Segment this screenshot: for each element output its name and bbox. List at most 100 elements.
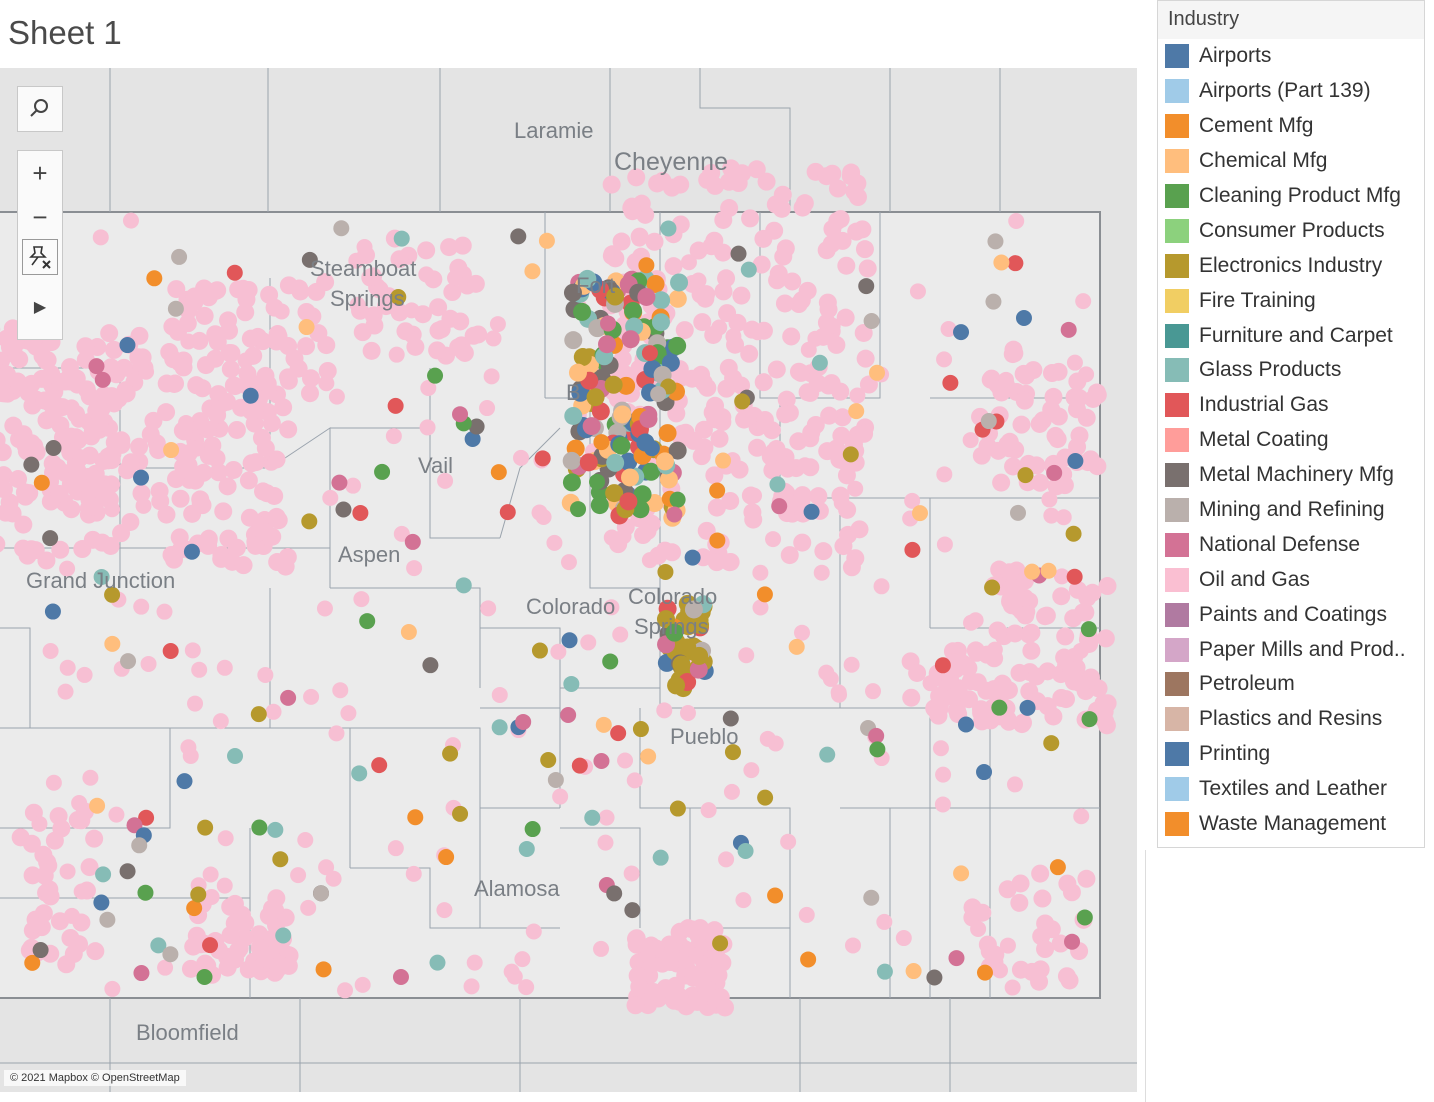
facility-mark[interactable] bbox=[1081, 711, 1098, 728]
facility-mark[interactable] bbox=[615, 528, 632, 545]
facility-mark[interactable] bbox=[420, 380, 437, 397]
facility-mark[interactable] bbox=[824, 317, 841, 334]
facility-mark[interactable] bbox=[706, 396, 725, 415]
facility-mark[interactable] bbox=[1098, 577, 1117, 596]
facility-mark[interactable] bbox=[641, 552, 658, 569]
facility-mark[interactable] bbox=[240, 508, 259, 527]
facility-mark[interactable] bbox=[963, 614, 980, 631]
facility-mark[interactable] bbox=[392, 968, 409, 985]
facility-mark[interactable] bbox=[639, 409, 658, 428]
facility-mark[interactable] bbox=[156, 603, 173, 620]
facility-mark[interactable] bbox=[417, 241, 436, 260]
facility-mark[interactable] bbox=[836, 308, 855, 327]
facility-mark[interactable] bbox=[0, 480, 13, 499]
facility-mark[interactable] bbox=[709, 532, 726, 549]
legend-item[interactable]: Printing bbox=[1158, 737, 1424, 772]
facility-mark[interactable] bbox=[953, 324, 970, 341]
facility-mark[interactable] bbox=[325, 870, 342, 887]
facility-mark[interactable] bbox=[909, 283, 926, 300]
facility-mark[interactable] bbox=[525, 923, 542, 940]
facility-mark[interactable] bbox=[942, 374, 959, 391]
facility-mark[interactable] bbox=[57, 955, 76, 974]
facility-mark[interactable] bbox=[157, 505, 176, 524]
facility-mark[interactable] bbox=[658, 424, 677, 443]
facility-mark[interactable] bbox=[104, 501, 121, 518]
facility-mark[interactable] bbox=[833, 408, 852, 427]
facility-mark[interactable] bbox=[73, 540, 92, 559]
facility-mark[interactable] bbox=[684, 431, 703, 450]
facility-mark[interactable] bbox=[789, 432, 808, 451]
facility-mark[interactable] bbox=[711, 319, 728, 336]
facility-mark[interactable] bbox=[1066, 568, 1083, 585]
facility-mark[interactable] bbox=[622, 197, 641, 216]
facility-mark[interactable] bbox=[483, 368, 500, 385]
facility-mark[interactable] bbox=[257, 666, 274, 683]
facility-mark[interactable] bbox=[18, 546, 37, 565]
facility-mark[interactable] bbox=[720, 553, 739, 572]
facility-mark[interactable] bbox=[73, 883, 90, 900]
facility-mark[interactable] bbox=[1062, 661, 1081, 680]
facility-mark[interactable] bbox=[842, 446, 859, 463]
facility-mark[interactable] bbox=[266, 901, 285, 920]
facility-mark[interactable] bbox=[710, 429, 729, 448]
facility-mark[interactable] bbox=[1064, 609, 1083, 628]
facility-mark[interactable] bbox=[563, 283, 582, 302]
facility-mark[interactable] bbox=[280, 689, 297, 706]
facility-mark[interactable] bbox=[720, 199, 739, 218]
facility-mark[interactable] bbox=[217, 830, 234, 847]
facility-mark[interactable] bbox=[221, 360, 240, 379]
facility-mark[interactable] bbox=[638, 257, 655, 274]
facility-mark[interactable] bbox=[768, 271, 787, 290]
facility-mark[interactable] bbox=[365, 316, 384, 335]
facility-mark[interactable] bbox=[849, 387, 866, 404]
facility-mark[interactable] bbox=[387, 840, 404, 857]
facility-mark[interactable] bbox=[31, 815, 48, 832]
facility-mark[interactable] bbox=[318, 375, 335, 392]
facility-mark[interactable] bbox=[743, 503, 762, 522]
facility-mark[interactable] bbox=[656, 702, 673, 719]
facility-mark[interactable] bbox=[235, 928, 254, 947]
facility-mark[interactable] bbox=[385, 428, 402, 445]
facility-mark[interactable] bbox=[191, 412, 210, 431]
facility-mark[interactable] bbox=[466, 275, 483, 292]
facility-mark[interactable] bbox=[49, 485, 68, 504]
facility-mark[interactable] bbox=[598, 809, 615, 826]
facility-mark[interactable] bbox=[227, 747, 244, 764]
facility-mark[interactable] bbox=[80, 858, 99, 877]
facility-mark[interactable] bbox=[741, 209, 760, 228]
facility-mark[interactable] bbox=[390, 250, 409, 269]
facility-mark[interactable] bbox=[724, 744, 741, 761]
legend-item[interactable]: Fire Training bbox=[1158, 283, 1424, 318]
facility-mark[interactable] bbox=[980, 413, 997, 430]
facility-mark[interactable] bbox=[675, 321, 694, 340]
facility-mark[interactable] bbox=[580, 634, 597, 651]
facility-mark[interactable] bbox=[371, 757, 388, 774]
zoom-in-icon[interactable]: + bbox=[32, 157, 48, 188]
facility-mark[interactable] bbox=[642, 462, 661, 481]
facility-mark[interactable] bbox=[89, 797, 106, 814]
facility-mark[interactable] bbox=[534, 450, 551, 467]
facility-mark[interactable] bbox=[624, 902, 641, 919]
facility-mark[interactable] bbox=[773, 185, 792, 204]
facility-mark[interactable] bbox=[550, 643, 567, 660]
facility-mark[interactable] bbox=[441, 309, 460, 328]
facility-mark[interactable] bbox=[41, 887, 60, 906]
facility-mark[interactable] bbox=[719, 358, 738, 377]
facility-mark[interactable] bbox=[1027, 456, 1046, 475]
facility-mark[interactable] bbox=[683, 369, 702, 388]
facility-mark[interactable] bbox=[591, 402, 610, 421]
facility-mark[interactable] bbox=[1030, 972, 1049, 991]
facility-mark[interactable] bbox=[42, 364, 61, 383]
facility-mark[interactable] bbox=[668, 289, 687, 308]
facility-mark[interactable] bbox=[796, 457, 813, 474]
facility-mark[interactable] bbox=[717, 269, 736, 288]
facility-mark[interactable] bbox=[70, 475, 87, 492]
facility-mark[interactable] bbox=[514, 951, 531, 968]
facility-mark[interactable] bbox=[1040, 562, 1057, 579]
facility-mark[interactable] bbox=[396, 322, 415, 341]
facility-mark[interactable] bbox=[82, 769, 99, 786]
facility-mark[interactable] bbox=[603, 529, 620, 546]
facility-mark[interactable] bbox=[117, 384, 136, 403]
facility-mark[interactable] bbox=[485, 330, 502, 347]
facility-mark[interactable] bbox=[218, 477, 237, 496]
